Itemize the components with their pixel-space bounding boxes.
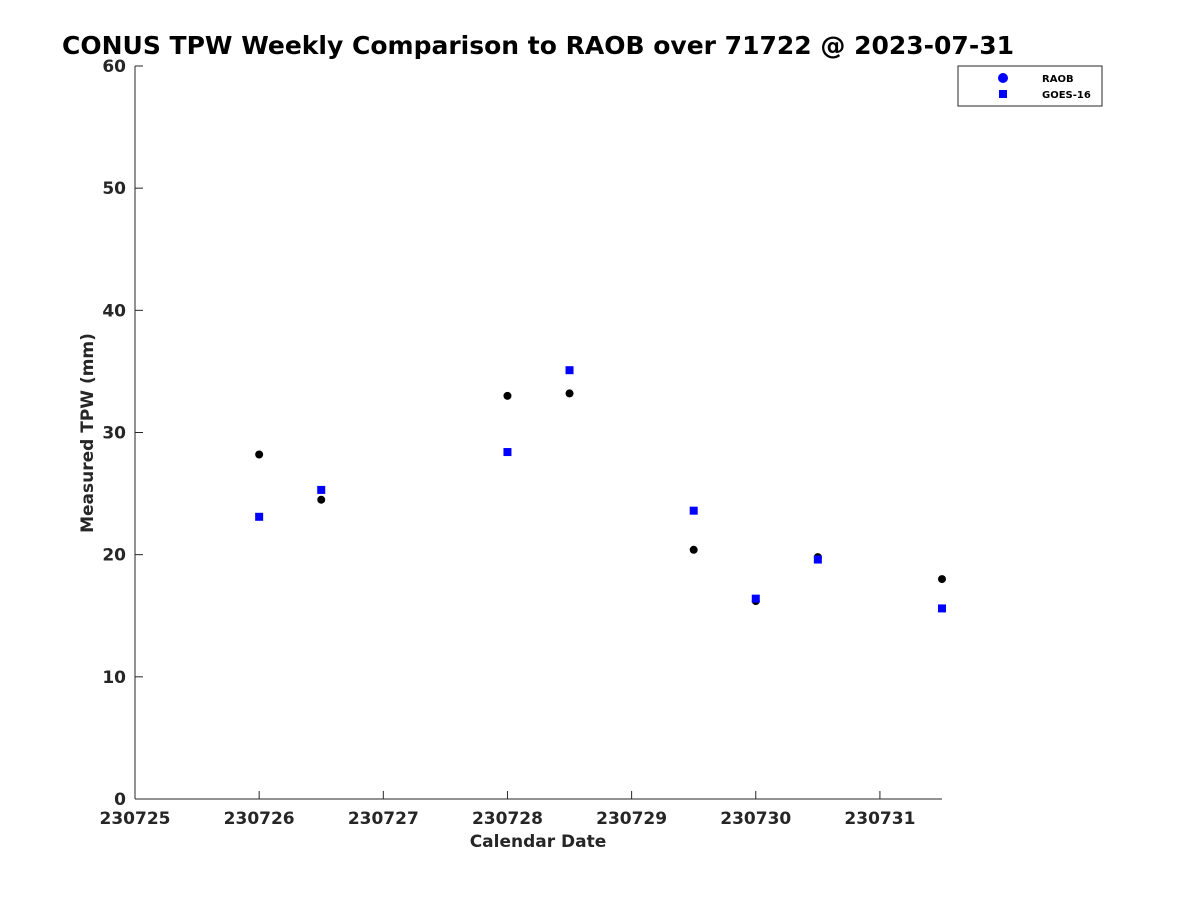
axes bbox=[134, 66, 942, 800]
y-tick-label: 50 bbox=[102, 179, 126, 199]
goes-16-point bbox=[255, 512, 264, 521]
y-axis-label: Measured TPW (mm) bbox=[78, 333, 98, 533]
y-tick-label: 20 bbox=[102, 546, 126, 566]
raob-point bbox=[689, 545, 698, 554]
legend: RAOB GOES-16 bbox=[957, 65, 1103, 107]
legend-label-raob: RAOB bbox=[1042, 74, 1074, 85]
x-tick-label: 230725 bbox=[100, 809, 171, 829]
raob-point bbox=[503, 391, 512, 400]
x-ticks: 230725 230726 230727 230728 230729 230730 2307… bbox=[100, 791, 915, 829]
x-axis-label: Calendar Date bbox=[470, 832, 607, 852]
data-points bbox=[255, 366, 946, 613]
y-ticks: 0 10 20 30 40 50 60 bbox=[102, 57, 143, 810]
y-tick-label: 60 bbox=[102, 57, 126, 77]
raob-point bbox=[565, 389, 574, 398]
goes-16-point bbox=[565, 366, 574, 375]
goes-16-point bbox=[813, 555, 822, 564]
y-tick-label: 0 bbox=[114, 790, 126, 810]
x-tick-label: 230729 bbox=[596, 809, 667, 829]
x-tick-label: 230726 bbox=[224, 809, 295, 829]
x-tick-label: 230727 bbox=[348, 809, 419, 829]
y-tick-label: 10 bbox=[102, 668, 126, 688]
y-tick-label: 40 bbox=[102, 301, 126, 321]
goes-16-point bbox=[689, 506, 698, 515]
chart-title: CONUS TPW Weekly Comparison to RAOB over… bbox=[62, 31, 1014, 60]
goes-16-point bbox=[317, 485, 326, 494]
legend-marker-goes-16 bbox=[999, 90, 1007, 98]
x-tick-label: 230728 bbox=[472, 809, 543, 829]
raob-point bbox=[317, 495, 326, 504]
y-tick-label: 30 bbox=[102, 424, 126, 444]
goes-16-point bbox=[751, 594, 760, 603]
legend-box bbox=[957, 65, 1103, 107]
raob-point bbox=[255, 450, 264, 459]
x-tick-label: 230731 bbox=[844, 809, 915, 829]
goes-16-point bbox=[503, 448, 512, 457]
goes-16-point bbox=[938, 604, 946, 613]
legend-entries: RAOB GOES-16 bbox=[998, 73, 1091, 101]
raob-point bbox=[938, 575, 946, 584]
legend-marker-raob bbox=[998, 73, 1008, 83]
legend-label-goes-16: GOES-16 bbox=[1042, 90, 1091, 101]
x-tick-label: 230730 bbox=[720, 809, 791, 829]
